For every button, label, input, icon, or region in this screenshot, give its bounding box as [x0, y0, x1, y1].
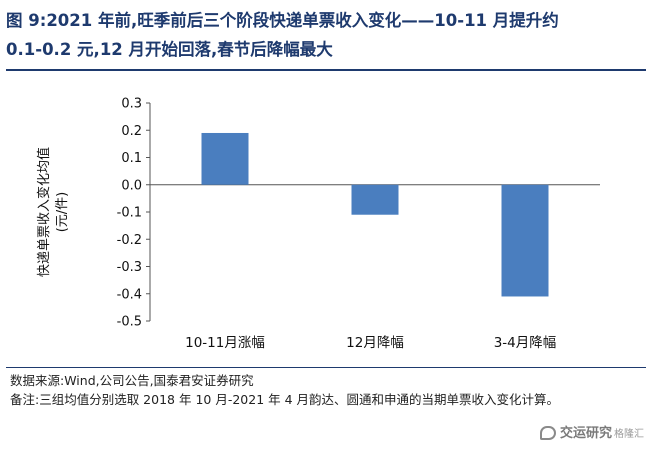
- remark-note: 备注:三组均值分别选取 2018 年 10 月-2021 年 4 月韵达、圆通和…: [10, 392, 560, 407]
- x-category-label: 12月降幅: [346, 335, 404, 351]
- y-tick-label: -0.3: [117, 260, 142, 275]
- y-tick-label: 0.2: [121, 124, 142, 139]
- y-tick-label: -0.5: [117, 315, 142, 330]
- figure-title-line1: 图 9:2021 年前,旺季前后三个阶段快递单票收入变化——10-11 月提升约: [6, 11, 559, 30]
- watermark-sub: 格隆汇: [614, 429, 644, 440]
- bars: [201, 132, 549, 297]
- x-category-label: 10-11月涨幅: [185, 335, 265, 351]
- bar-2: [351, 184, 399, 215]
- wechat-icon: [539, 426, 556, 440]
- y-tick-label: 0.1: [121, 151, 142, 166]
- title-divider: [6, 69, 646, 71]
- y-tick-label: -0.2: [117, 233, 142, 248]
- x-axis-labels: 10-11月涨幅 12月降幅 3-4月降幅: [185, 335, 556, 351]
- y-axis-label-line2: (元/件): [55, 192, 70, 233]
- y-tick-label: -0.4: [117, 287, 142, 302]
- bar-3: [501, 184, 549, 297]
- y-axis-label-line1: 快递单票收入变化均值: [36, 147, 52, 277]
- y-axis-ticks: 0.3 0.2 0.1 0.0 -0.1 -0.2 -0.3 -0.4 -0.5: [117, 97, 150, 330]
- x-category-label: 3-4月降幅: [494, 335, 557, 351]
- bar-1: [201, 132, 249, 185]
- y-tick-label: -0.1: [117, 206, 142, 221]
- figure-notes: 数据来源:Wind,公司公告,国泰君安证券研究 备注:三组均值分别选取 2018…: [10, 371, 650, 409]
- figure-title: 图 9:2021 年前,旺季前后三个阶段快递单票收入变化——10-11 月提升约…: [6, 6, 646, 64]
- watermark-main: 交运研究: [559, 426, 612, 441]
- bar-chart: 快递单票收入变化均值 (元/件) 0.3 0.2 0.1 0.0 -0.1 -0.2 -0.…: [36, 97, 600, 351]
- y-axis-label: 快递单票收入变化均值 (元/件): [36, 147, 70, 277]
- footer-divider: [6, 367, 646, 368]
- source-note: 数据来源:Wind,公司公告,国泰君安证券研究: [10, 373, 254, 388]
- watermark: 交运研究 格隆汇: [539, 422, 644, 441]
- y-tick-label: 0.0: [121, 178, 142, 193]
- y-tick-label: 0.3: [121, 97, 142, 112]
- figure-title-line2: 0.1-0.2 元,12 月开始回落,春节后降幅最大: [6, 40, 333, 59]
